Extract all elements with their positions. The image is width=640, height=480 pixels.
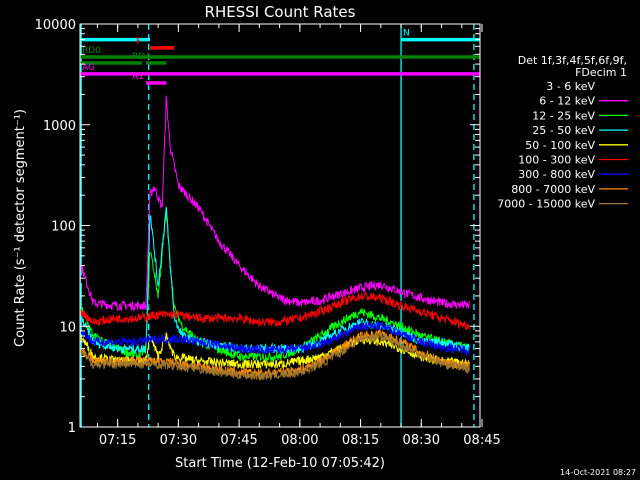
legend-label-1: 6 - 12 keV <box>539 95 595 108</box>
y-axis: 1 10 100 1000 10000 <box>35 18 480 436</box>
legend-label-5: 100 - 300 keV <box>518 154 595 167</box>
series-line-1 <box>80 95 470 312</box>
x-tick-label-4: 08:15 <box>342 433 379 448</box>
x-tick-label-0: 07:15 <box>99 433 136 448</box>
legend-label-3: 25 - 50 keV <box>532 124 595 137</box>
legend-header-0: Det 1f,3f,4f,5f,6f,9f, <box>518 54 627 67</box>
legend-label-8: 7000 - 15000 keV <box>497 198 595 211</box>
status-bar-label-rd0: RD0 <box>82 46 101 56</box>
chart-title: RHESSI Count Rates <box>205 3 356 21</box>
x-tick-label-6: 08:45 <box>463 433 500 448</box>
x-tick-label-5: 08:30 <box>403 433 440 448</box>
legend-header-1: FDecim 1 <box>575 66 627 79</box>
status-bar-label-a1: A1 <box>132 72 144 82</box>
plot-area: N F RD0 RD4 AG A1 <box>80 24 480 427</box>
y-tick-label-0: 1 <box>68 421 76 436</box>
series-line-5 <box>80 290 470 331</box>
y-tick-label-2: 100 <box>51 220 76 235</box>
status-bar-label-n: N <box>403 29 410 39</box>
footer-date: 14-Oct-2021 08:27 <box>560 468 636 477</box>
legend-label-4: 50 - 100 keV <box>525 139 595 152</box>
legend: Det 1f,3f,4f,5f,6f,9f,FDecim 13 - 6 keV 6… <box>497 54 628 211</box>
legend-label-2: 12 - 25 keV <box>532 109 595 122</box>
status-bar-label-f: F <box>136 37 141 47</box>
y-axis-label: Count Rate (s⁻¹ detector segment⁻¹) <box>13 109 28 347</box>
x-axis: 07:15 07:30 07:45 08:00 08:15 08:30 08:45 <box>96 24 501 448</box>
legend-label-0: 3 - 6 keV <box>546 80 595 93</box>
legend-label-7: 800 - 7000 keV <box>511 183 595 196</box>
y-tick-label-4: 10000 <box>35 18 76 33</box>
series-line-6 <box>80 321 470 356</box>
series-line-7 <box>80 329 470 378</box>
status-bar-label-rd4: RD4 <box>132 52 151 62</box>
series-line-8 <box>80 330 470 381</box>
y-tick-label-3: 1000 <box>43 119 76 134</box>
x-tick-label-3: 08:00 <box>281 433 318 448</box>
y-tick-label-1: 10 <box>59 320 76 335</box>
x-tick-label-1: 07:30 <box>160 433 197 448</box>
legend-label-6: 300 - 800 keV <box>518 168 595 181</box>
status-bar-label-ag: AG <box>82 63 95 73</box>
x-axis-label: Start Time (12-Feb-10 07:05:42) <box>175 456 385 471</box>
x-tick-label-2: 07:45 <box>220 433 257 448</box>
